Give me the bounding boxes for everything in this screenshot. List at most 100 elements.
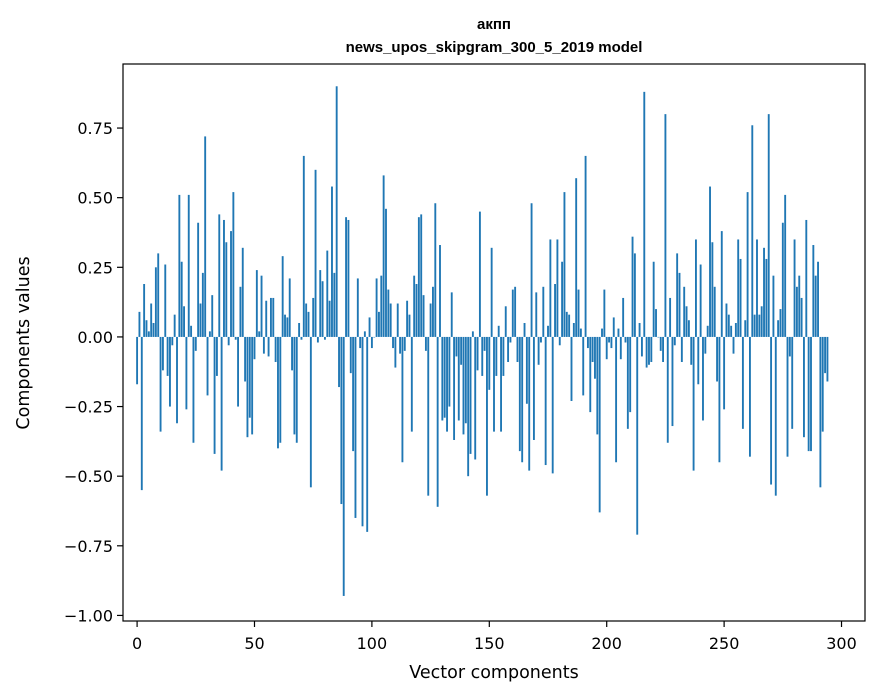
bar-8 (154, 267, 157, 337)
bar-48 (248, 336, 251, 418)
x-tick-label: 250 (709, 634, 740, 653)
bar-133 (448, 336, 451, 407)
bar-238 (695, 239, 697, 337)
bar-33 (213, 336, 216, 454)
bar-151 (490, 247, 493, 337)
bar-180 (558, 336, 561, 346)
bar-25 (194, 336, 197, 351)
bar-278 (788, 336, 791, 357)
bar-280 (793, 239, 796, 337)
bar-131 (443, 336, 446, 418)
bar-20 (183, 306, 185, 337)
bar-162 (516, 336, 519, 362)
x-tick-label: 100 (357, 634, 388, 653)
bar-127 (434, 203, 437, 337)
bar-211 (631, 236, 634, 337)
bar-63 (284, 314, 286, 337)
bar-103 (378, 311, 380, 337)
bar-290 (817, 261, 819, 337)
bar-149 (486, 336, 488, 496)
bar-1 (138, 311, 141, 337)
bar-236 (690, 336, 693, 365)
bar-95 (359, 336, 362, 349)
bar-35 (218, 214, 221, 337)
y-tick-label: 0.75 (77, 119, 113, 138)
bar-284 (803, 336, 805, 438)
bar-276 (784, 194, 787, 337)
bar-185 (570, 336, 573, 401)
bar-239 (697, 336, 700, 385)
bar-0 (136, 336, 139, 385)
bar-287 (810, 336, 812, 452)
bar-157 (504, 306, 507, 337)
bar-119 (415, 284, 418, 337)
bar-40 (230, 231, 232, 337)
bar-193 (589, 336, 592, 413)
x-axis-label: Vector components (409, 663, 578, 683)
bar-291 (819, 336, 822, 488)
bar-273 (777, 320, 780, 337)
bar-242 (704, 336, 707, 354)
bar-228 (671, 336, 674, 427)
bar-72 (305, 303, 308, 337)
bar-171 (537, 336, 540, 365)
bar-18 (178, 194, 181, 337)
bar-235 (687, 320, 690, 337)
bar-85 (335, 86, 338, 337)
bar-78 (319, 270, 322, 337)
y-tick-label: 0.25 (77, 258, 113, 277)
bar-93 (354, 336, 357, 518)
bar-248 (718, 336, 721, 463)
bar-68 (295, 336, 298, 443)
bar-198 (601, 328, 603, 337)
bar-107 (387, 289, 390, 337)
bar-160 (511, 289, 514, 337)
bar-263 (753, 314, 756, 337)
bar-215 (640, 336, 643, 357)
bar-274 (779, 309, 782, 337)
bar-141 (467, 336, 470, 477)
bar-26 (197, 222, 200, 337)
bar-126 (432, 286, 434, 337)
bar-223 (659, 336, 662, 351)
bar-12 (164, 264, 167, 337)
bar-70 (300, 336, 303, 340)
bar-205 (617, 328, 620, 337)
bar-143 (471, 331, 474, 337)
bar-7 (152, 323, 155, 337)
bar-140 (464, 336, 467, 424)
bar-36 (220, 336, 223, 471)
bar-270 (770, 336, 773, 485)
bar-220 (652, 261, 655, 337)
bar-145 (476, 336, 479, 371)
bar-32 (211, 295, 214, 337)
bar-156 (502, 336, 505, 376)
bar-41 (232, 192, 235, 337)
bar-219 (650, 336, 653, 362)
bar-201 (608, 336, 610, 343)
bar-46 (244, 336, 247, 382)
bar-161 (514, 286, 517, 337)
bar-4 (145, 320, 148, 337)
bar-275 (781, 222, 784, 337)
bar-79 (321, 281, 324, 337)
bar-271 (772, 275, 775, 337)
bar-212 (633, 253, 636, 337)
bar-216 (643, 91, 646, 337)
bar-183 (565, 311, 568, 337)
bar-90 (347, 219, 350, 337)
bar-135 (453, 336, 456, 440)
bar-195 (594, 336, 596, 379)
bar-56 (267, 336, 270, 357)
bar-24 (192, 336, 195, 443)
bar-130 (441, 336, 444, 421)
x-tick-label: 200 (591, 634, 622, 653)
bar-200 (605, 336, 608, 360)
bar-224 (662, 336, 664, 362)
bar-66 (291, 336, 293, 371)
bar-153 (495, 336, 498, 376)
bar-178 (554, 284, 556, 337)
y-axis-ticks: 0.75 0.50 0.25 0.00 −0.25 −0.50 −0.75 −1.00 (64, 119, 123, 625)
bar-283 (800, 297, 803, 337)
bar-101 (373, 336, 376, 338)
